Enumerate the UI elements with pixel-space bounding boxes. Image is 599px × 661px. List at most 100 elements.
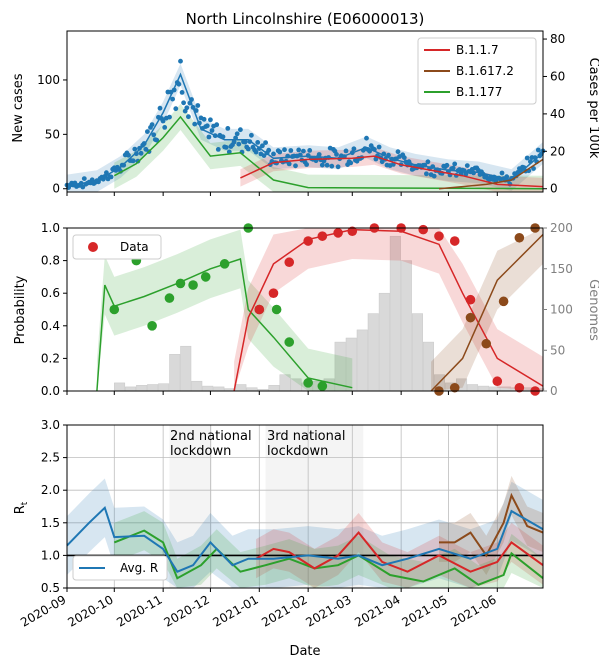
annotation-lockdown-2: 2nd national lockdown bbox=[170, 429, 252, 459]
case-point bbox=[535, 147, 541, 153]
case-point bbox=[176, 81, 182, 87]
case-point bbox=[324, 162, 330, 168]
rt-line-1 bbox=[255, 531, 544, 573]
ylabel-right-cases: Cases per 100k bbox=[586, 58, 599, 159]
prob-point bbox=[333, 228, 343, 238]
y-tick-label: 2.5 bbox=[41, 451, 60, 465]
genome-bar bbox=[378, 292, 390, 392]
y-right-tick-label: 150 bbox=[550, 262, 573, 276]
case-point bbox=[296, 147, 302, 153]
case-point bbox=[450, 165, 456, 171]
prob-point bbox=[449, 382, 460, 393]
case-point bbox=[167, 114, 172, 120]
case-point bbox=[282, 147, 287, 153]
case-point bbox=[80, 184, 86, 190]
genome-bar bbox=[202, 385, 214, 392]
case-point bbox=[286, 161, 292, 167]
case-point bbox=[170, 96, 176, 102]
case-point bbox=[249, 132, 254, 138]
prob-point bbox=[434, 231, 444, 241]
case-point bbox=[154, 137, 160, 143]
case-point bbox=[531, 166, 536, 171]
case-point bbox=[81, 176, 87, 182]
x-tick-label: 2021-06 bbox=[448, 592, 498, 629]
prob-point bbox=[465, 312, 476, 323]
case-point bbox=[242, 139, 248, 145]
case-point bbox=[364, 135, 369, 141]
genome-bar bbox=[191, 380, 203, 392]
prob-point bbox=[254, 304, 265, 315]
x-tick-label: 2020-12 bbox=[162, 592, 212, 629]
case-point bbox=[319, 162, 325, 168]
prob-point bbox=[317, 381, 328, 391]
y-right-tick-label: 0 bbox=[550, 384, 558, 398]
case-point bbox=[126, 152, 131, 158]
prob-point bbox=[317, 231, 328, 241]
prob-point bbox=[481, 338, 492, 349]
x-tick-label: 2020-10 bbox=[65, 592, 115, 629]
rt-band bbox=[256, 513, 543, 588]
legend-entry-b117: B.1.1.7 bbox=[456, 43, 499, 57]
rt-band bbox=[114, 511, 544, 588]
case-point bbox=[108, 174, 114, 180]
genome-bar bbox=[400, 260, 412, 392]
prob-line-0 bbox=[96, 258, 353, 392]
b1177-line bbox=[113, 115, 544, 190]
case-point bbox=[334, 152, 339, 157]
legend-entry-b16172: B.1.617.2 bbox=[456, 64, 514, 78]
ylabel-rt: Rt bbox=[13, 501, 30, 514]
genome-bar bbox=[147, 384, 159, 392]
case-point bbox=[431, 173, 437, 179]
case-point bbox=[214, 122, 220, 128]
y-right-tick-label: 80 bbox=[550, 32, 565, 46]
case-point bbox=[157, 105, 163, 111]
genome-bar bbox=[169, 354, 181, 392]
prob-point bbox=[284, 337, 295, 347]
prob-point bbox=[268, 288, 279, 299]
case-point bbox=[186, 114, 191, 120]
case-point bbox=[201, 116, 207, 122]
case-point bbox=[181, 100, 187, 106]
case-point bbox=[223, 145, 229, 150]
y-tick-label: 1.0 bbox=[41, 221, 60, 235]
genome-bar bbox=[367, 313, 379, 392]
rt-band bbox=[67, 478, 543, 588]
case-point bbox=[316, 152, 322, 157]
case-point bbox=[206, 134, 212, 140]
legend-entry-data: Data bbox=[120, 240, 149, 254]
rt-line-0 bbox=[66, 505, 544, 573]
plot-frame-rt bbox=[66, 424, 544, 589]
case-point bbox=[151, 132, 157, 138]
chart-title: North Lincolnshire (E06000013) bbox=[186, 10, 425, 28]
case-point bbox=[452, 161, 458, 167]
case-point bbox=[261, 153, 267, 159]
prob-band bbox=[431, 228, 543, 391]
case-point bbox=[192, 121, 198, 127]
case-point bbox=[255, 140, 261, 145]
case-point bbox=[160, 118, 166, 124]
genome-bar bbox=[268, 385, 280, 392]
y-tick-label: 100 bbox=[37, 73, 60, 87]
y-tick-label: 0.8 bbox=[41, 254, 60, 268]
case-point bbox=[524, 155, 530, 161]
genome-bar bbox=[478, 385, 490, 392]
case-point bbox=[137, 145, 142, 151]
prob-line-2 bbox=[430, 233, 544, 392]
rt-line-2 bbox=[439, 492, 544, 558]
y-tick-label: 0.4 bbox=[41, 319, 60, 333]
case-point bbox=[266, 147, 272, 153]
case-point bbox=[335, 164, 341, 170]
case-point bbox=[231, 139, 237, 145]
x-tick-label: 2021-04 bbox=[352, 592, 402, 629]
genome-bar bbox=[136, 385, 148, 392]
prob-point bbox=[219, 259, 230, 269]
case-point bbox=[178, 58, 183, 64]
x-tick-label: 2021-02 bbox=[259, 592, 309, 629]
prob-point bbox=[284, 257, 295, 268]
legend-probability: Data bbox=[72, 234, 162, 260]
prob-point bbox=[271, 304, 282, 315]
y-right-tick-label: 100 bbox=[550, 303, 573, 317]
panel-rt: Rt 2nd national lockdown 3rd national lock… bbox=[13, 429, 345, 659]
y-right-tick-label: 50 bbox=[550, 343, 565, 357]
case-point bbox=[277, 149, 283, 155]
